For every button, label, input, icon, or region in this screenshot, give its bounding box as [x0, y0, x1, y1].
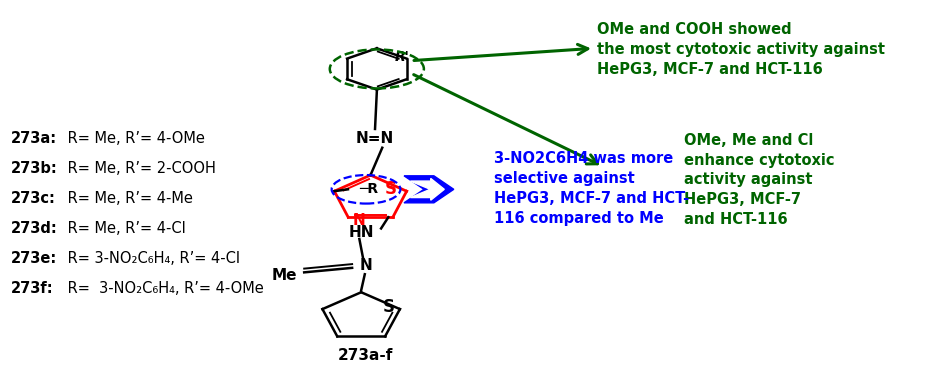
Polygon shape — [410, 178, 444, 200]
Text: 3-NO2C6H4 was more
selective against
HePG3, MCF-7 and HCT-
116 compared to Me: 3-NO2C6H4 was more selective against HeP… — [494, 152, 689, 226]
Text: OMe, Me and Cl
enhance cytotoxic
activity against
HePG3, MCF-7
and HCT-116: OMe, Me and Cl enhance cytotoxic activit… — [683, 133, 834, 227]
Text: N: N — [359, 259, 372, 273]
Text: ─R: ─R — [359, 182, 378, 196]
Text: R= Me, R’= 4-Cl: R= Me, R’= 4-Cl — [63, 221, 185, 236]
Text: 273d:: 273d: — [10, 221, 58, 236]
Text: R= 3-NO₂C₆H₄, R’= 4-Cl: R= 3-NO₂C₆H₄, R’= 4-Cl — [63, 251, 240, 266]
Text: R': R' — [395, 50, 409, 64]
Text: 273b:: 273b: — [10, 161, 58, 176]
Text: R=  3-NO₂C₆H₄, R’= 4-OMe: R= 3-NO₂C₆H₄, R’= 4-OMe — [63, 281, 263, 296]
Text: S: S — [384, 180, 396, 198]
Text: OMe and COOH showed
the most cytotoxic activity against
HePG3, MCF-7 and HCT-116: OMe and COOH showed the most cytotoxic a… — [596, 22, 884, 77]
Text: 273c:: 273c: — [10, 191, 56, 206]
Text: 273f:: 273f: — [10, 281, 53, 296]
Text: Me: Me — [271, 268, 296, 283]
Text: N=N: N=N — [356, 131, 394, 146]
Text: HN: HN — [348, 225, 374, 240]
Text: S: S — [382, 298, 395, 316]
Text: N: N — [352, 213, 365, 228]
Text: 273a:: 273a: — [10, 131, 57, 146]
Text: R= Me, R’= 2-COOH: R= Me, R’= 2-COOH — [63, 161, 215, 176]
Text: 273a-f: 273a-f — [338, 348, 393, 363]
Polygon shape — [404, 176, 453, 203]
Text: R= Me, R’= 4-Me: R= Me, R’= 4-Me — [63, 191, 193, 206]
Text: R= Me, R’= 4-OMe: R= Me, R’= 4-OMe — [63, 131, 205, 146]
Text: 273e:: 273e: — [10, 251, 57, 266]
